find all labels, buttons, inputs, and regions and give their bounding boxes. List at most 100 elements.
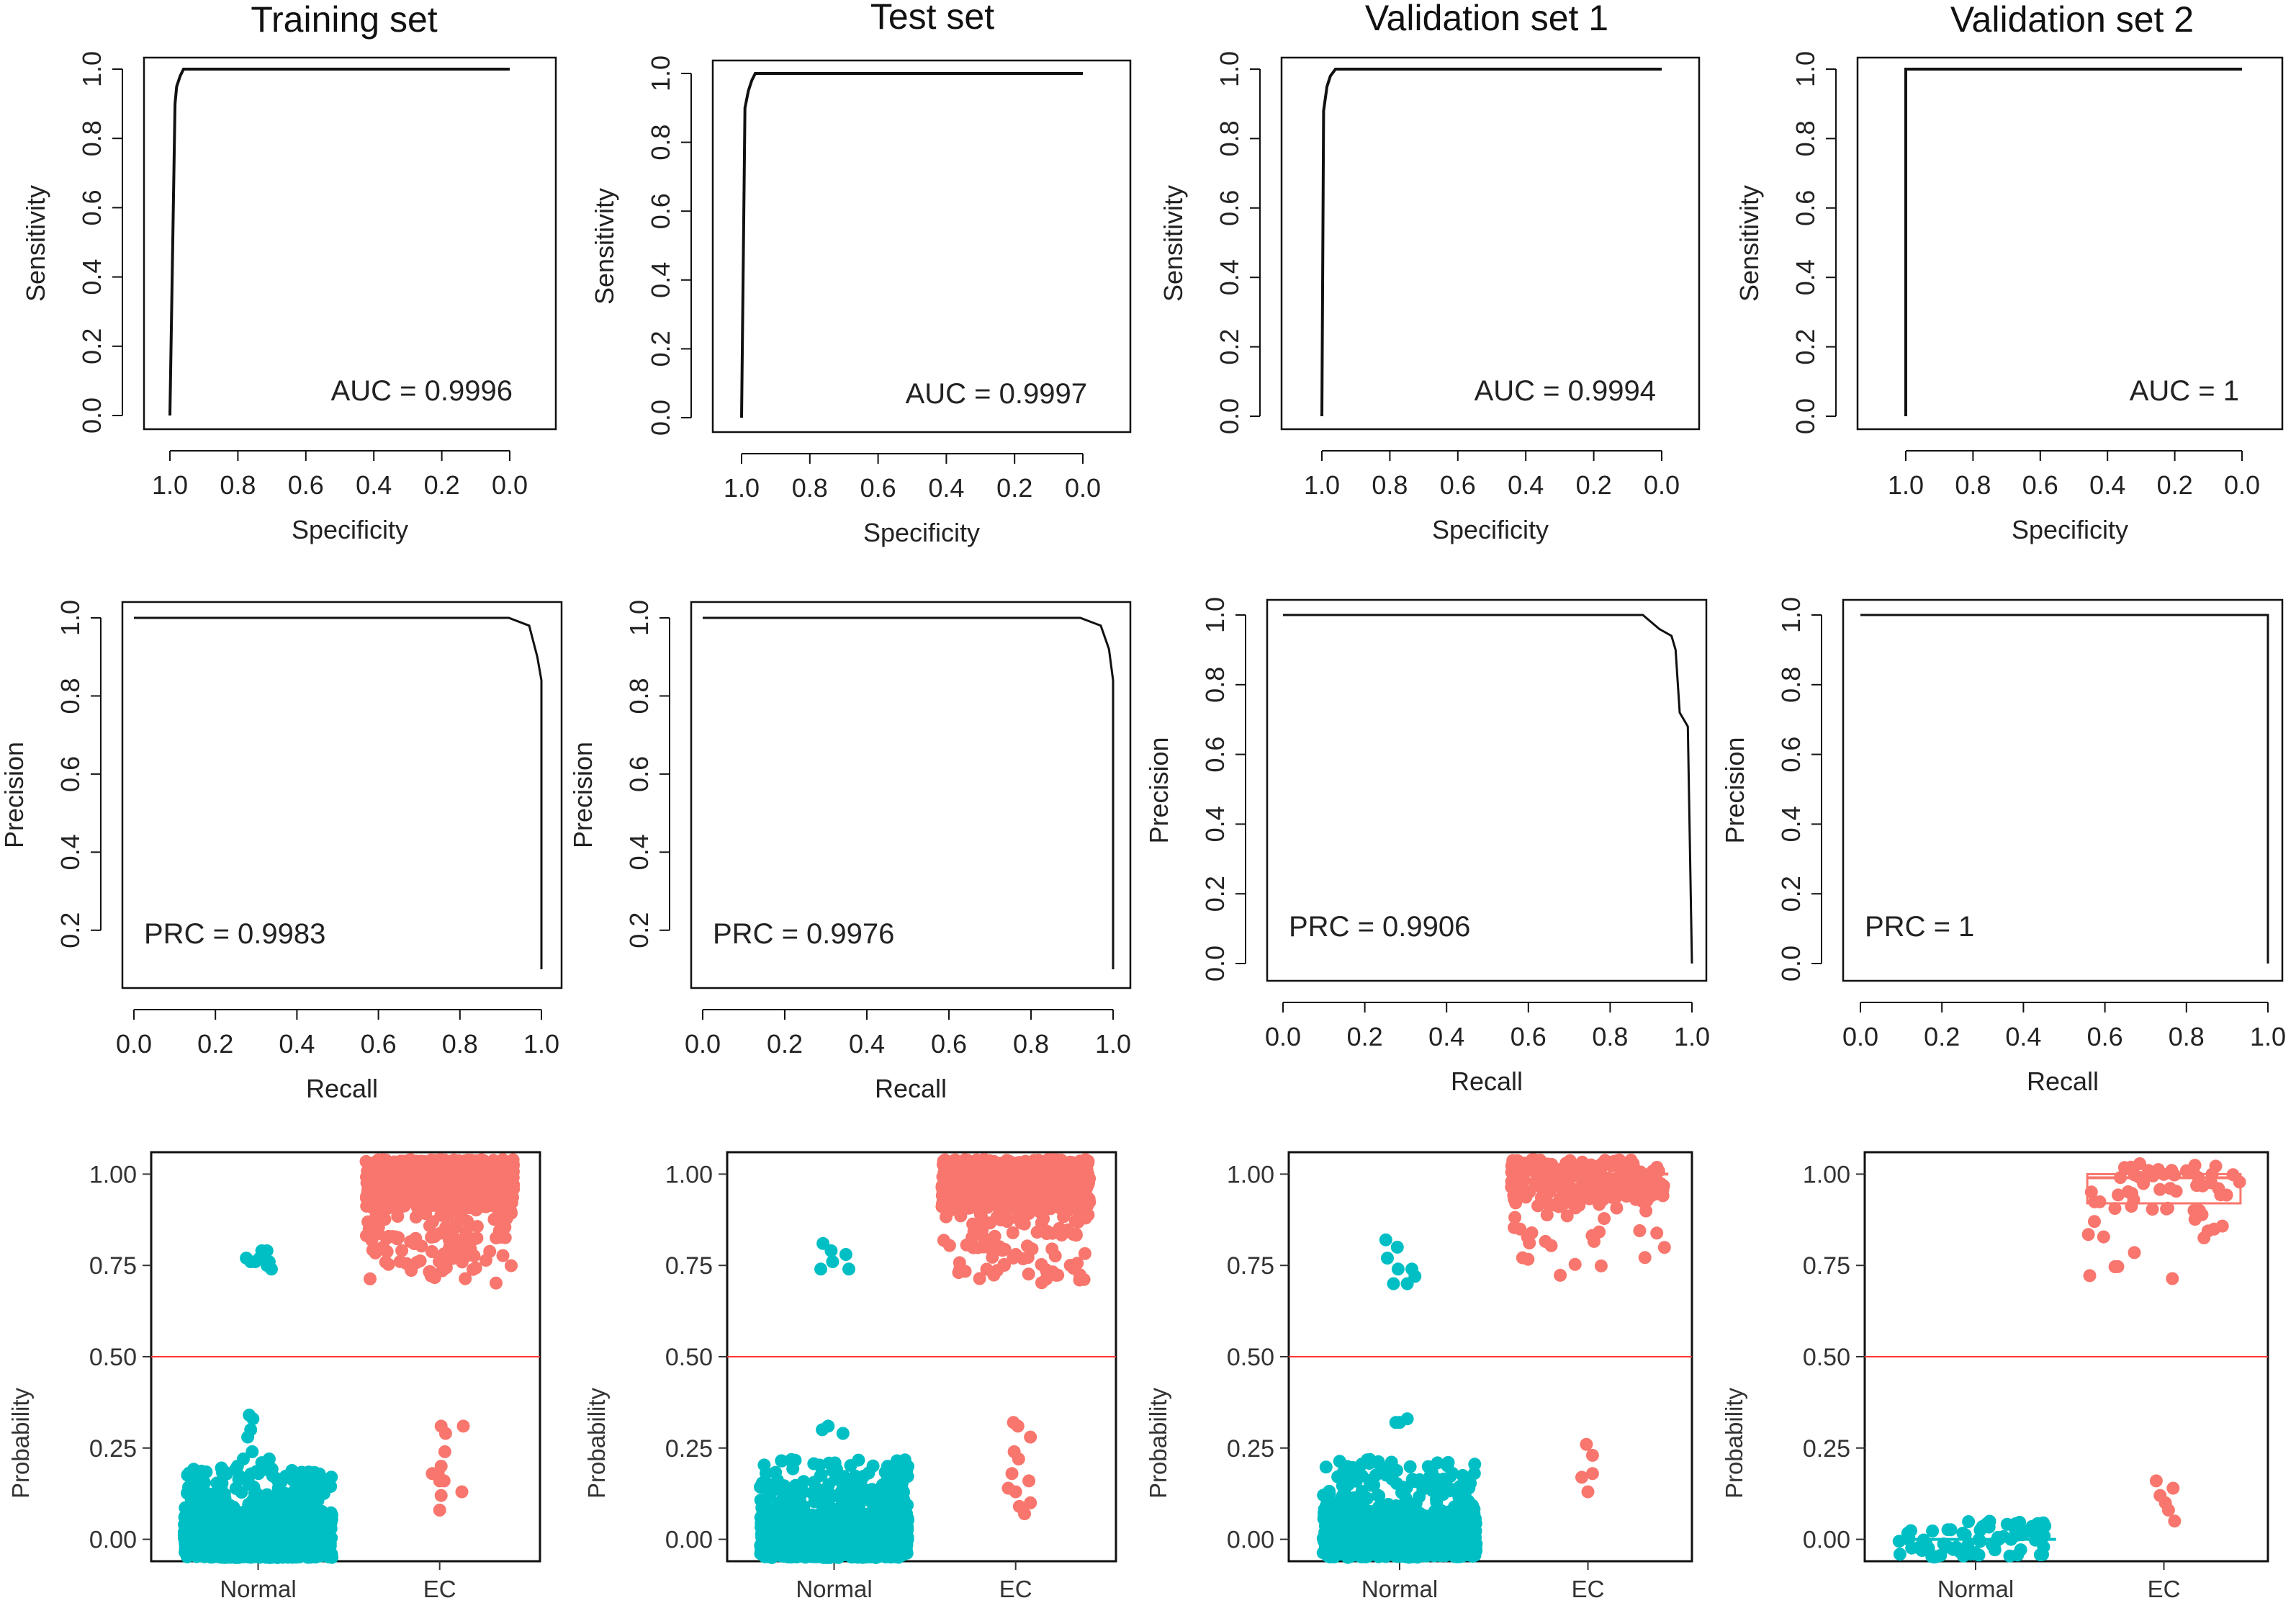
point [364,1272,377,1285]
y-axis-label: Precision [1720,737,1750,843]
point [425,1189,438,1203]
x-tick-label: 0.6 [2022,470,2058,500]
x-category-label: Normal [796,1576,872,1602]
point [828,1504,841,1518]
y-tick-label: 0.2 [1776,876,1806,912]
point [797,1499,811,1513]
y-tick-label: 0.4 [624,834,654,870]
point [423,1265,437,1278]
point [243,1409,256,1422]
prc-curve [1283,614,1693,964]
point [244,1423,258,1437]
y-axis-label: Sensitivity [1158,185,1188,302]
y-tick-label: 0.4 [77,259,107,295]
point [836,1427,850,1440]
point [236,1506,250,1519]
point [287,1542,301,1555]
point [875,1548,888,1562]
y-tick-label: 1.0 [1200,597,1230,633]
prc-annotation: PRC = 0.9906 [1289,911,1470,943]
point [493,1231,507,1244]
y-tick-label: 0.6 [1215,190,1244,226]
y-tick-label: 0.6 [77,189,107,225]
y-axis-label: Precision [0,742,29,848]
point [838,1480,852,1494]
point [822,1456,836,1470]
x-axis-label: Specificity [2012,515,2128,544]
point [484,1184,498,1198]
point [246,1445,259,1458]
y-tick-label: 0.2 [1215,329,1244,365]
x-tick-label: 0.4 [849,1029,885,1059]
point [483,1244,497,1258]
point [179,1543,192,1557]
point [220,1467,233,1481]
y-tick-label: 0.50 [665,1344,713,1371]
prc-curve [1860,614,2269,964]
point [230,1460,244,1473]
x-tick-label: 0.6 [1511,1022,1547,1051]
point [390,1202,404,1216]
point [211,1506,225,1519]
prc-curve [134,616,543,969]
y-tick-label: 1.0 [624,600,654,636]
panel-prc-val1: 0.0 0.2 0.4 0.6 0.8 1.0Recall0.00.20.40.60.81… [1144,597,1710,1096]
point [437,1247,451,1261]
x-tick-label: 0.0 [1842,1022,1878,1051]
point [310,1490,324,1504]
prc-annotation: PRC = 1 [1865,911,1974,943]
y-tick-label: 1.0 [55,600,85,636]
x-tick-label: 0.0 [685,1029,721,1059]
x-tick-label: 0.6 [288,470,324,500]
point [187,1463,200,1476]
point [193,1505,206,1519]
point [192,1545,205,1558]
plot-frame [143,56,557,431]
panel-prc-test: 0.0 0.2 0.4 0.6 0.8 1.0Recall0.20.40.60.81.0P… [568,600,1132,1103]
x-tick-label: 0.2 [1576,470,1612,500]
x-tick-label: 0.2 [1924,1022,1960,1051]
point [260,1259,274,1272]
x-tick-label: 0.6 [931,1029,967,1059]
y-tick-label: 0.2 [624,912,654,948]
y-axis-label: Precision [1144,737,1174,843]
point [434,1488,448,1502]
y-tick-label: 1.0 [1791,51,1820,87]
y-tick-label: 0.4 [1200,806,1230,842]
column-title-training: Training set [251,0,437,40]
point [839,1248,852,1261]
y-axis-label: Sensitivity [21,185,50,302]
y-tick-label: 0.75 [89,1252,137,1280]
point [424,1156,437,1169]
panel-roc-train: 1.0 0.8 0.6 0.4 0.2 0.0Specificity0.00.20.40.… [21,51,557,544]
point [471,1165,485,1179]
point [881,1463,894,1477]
point [374,1180,387,1194]
y-tick-label: 0.6 [1791,190,1820,226]
point [796,1543,810,1557]
point [775,1454,788,1468]
y-tick-label: 0.2 [55,912,85,948]
x-tick-label: 0.8 [442,1029,478,1059]
point [505,1206,518,1220]
x-tick-label: 1.0 [1888,470,1924,500]
y-tick-label: 0.25 [665,1435,713,1463]
point [221,1502,235,1516]
point [811,1492,825,1506]
y-tick-label: 1.0 [1776,597,1806,633]
panel-roc-val2: 1.0 0.8 0.6 0.4 0.2 0.0Specificity0.00.20.40.… [1734,51,2284,544]
point [827,1489,840,1503]
point [433,1153,447,1167]
point [778,1479,791,1493]
point [865,1525,879,1538]
point [266,1518,280,1532]
point [296,1476,310,1490]
x-tick-label: 0.8 [1592,1022,1628,1051]
point [807,1457,821,1470]
point [433,1504,446,1517]
point [404,1235,418,1249]
point [207,1543,220,1556]
point [456,1419,470,1433]
y-tick-label: 0.6 [624,756,654,792]
x-tick-label: 0.8 [220,470,256,500]
